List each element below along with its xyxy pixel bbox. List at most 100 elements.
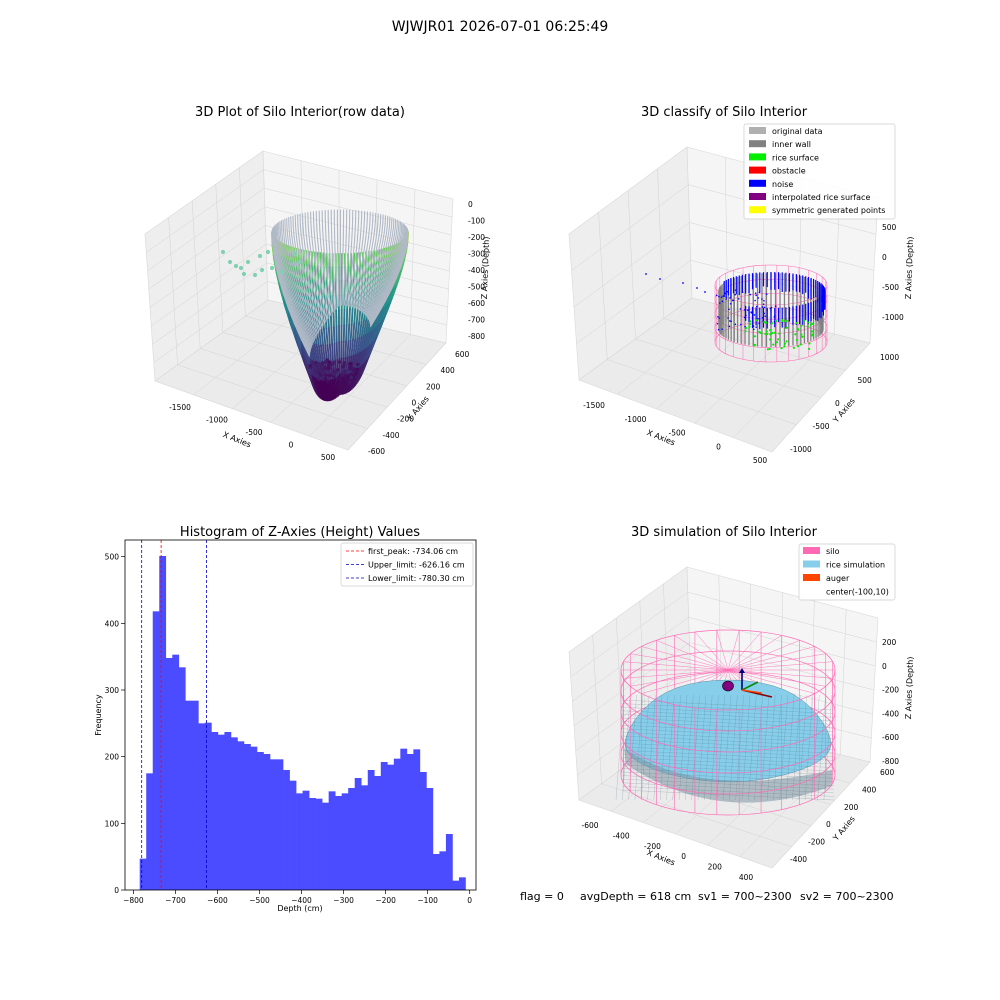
point-stripe [300, 345, 311, 365]
point-stripe [302, 332, 312, 350]
silo-roof-spoke [623, 669, 729, 679]
noise-point [770, 306, 773, 309]
point-stripe [323, 380, 329, 402]
point-stripe [356, 336, 361, 356]
legend-swatch [803, 547, 820, 554]
bottom-point [337, 377, 342, 381]
point-stripe [301, 258, 306, 273]
raw-point-cloud [220, 209, 409, 402]
point-stripe [333, 378, 337, 399]
point-stripe [361, 333, 367, 352]
mesh-line [697, 694, 707, 801]
point-stripe [371, 220, 374, 231]
point-stripe [373, 261, 379, 274]
point-stripe [396, 238, 400, 249]
point-stripe [327, 260, 330, 274]
tick-label: -800 [882, 757, 899, 766]
point-stripe [327, 300, 332, 316]
point-stripe [353, 268, 357, 282]
tick-label: 400 [739, 873, 754, 882]
point-stripe [325, 238, 328, 251]
point-stripe [366, 303, 375, 318]
point-stripe [279, 277, 285, 293]
point-stripe [332, 326, 336, 345]
point-stripe [369, 308, 378, 323]
bottom-point [320, 361, 325, 365]
histogram-bar [289, 780, 297, 890]
point-stripe [304, 244, 308, 258]
point-stripe [319, 291, 324, 307]
point-stripe [368, 328, 375, 346]
point-stripe [376, 221, 379, 232]
point-stripe [372, 274, 379, 288]
point-stripe [372, 229, 376, 240]
tick-label: 200 [708, 863, 723, 872]
outlier-point [233, 263, 239, 269]
noise-point [718, 302, 721, 304]
rice-surface-point [773, 331, 776, 334]
point-stripe [357, 227, 359, 238]
histogram-bar [452, 880, 460, 890]
point-stripe [374, 291, 382, 306]
outlier-point [220, 249, 226, 255]
rice-surface-point [772, 343, 775, 346]
point-stripe [326, 302, 330, 318]
point-stripe [325, 327, 329, 347]
mesh-line [804, 694, 814, 801]
noise-point [704, 291, 706, 293]
mesh-line [785, 694, 795, 801]
auger-and-center [722, 668, 773, 698]
point-stripe [401, 232, 405, 243]
noise-point [715, 294, 718, 297]
point-stripe [367, 304, 376, 319]
point-stripe [350, 292, 355, 308]
histogram-bar [198, 723, 206, 890]
outlier-point [265, 249, 271, 255]
point-stripe [348, 339, 352, 359]
grid-line [193, 308, 304, 395]
rice-surface-point [745, 326, 748, 330]
point-stripe [358, 335, 363, 355]
bottom-point [343, 369, 347, 374]
point-stripe [295, 236, 299, 249]
outlier-point [292, 251, 298, 257]
point-stripe [389, 225, 393, 236]
point-stripe [364, 300, 373, 315]
point-stripe [286, 286, 293, 302]
classify-axis-ticks: -1500 -1000 -500 0 500 -1000 -500 0 500 1000 500 0 -… [583, 223, 904, 465]
point-stripe [371, 249, 375, 261]
point-stripe [356, 295, 363, 310]
point-stripe [308, 301, 314, 318]
point-stripe [385, 223, 388, 234]
point-stripe [405, 239, 409, 249]
point-stripe [298, 274, 304, 290]
point-stripe [301, 245, 305, 259]
rice-surface-point [744, 330, 747, 333]
tick-label: 200 [426, 382, 441, 391]
point-stripe [395, 267, 402, 279]
point-stripe [354, 294, 360, 309]
noise-point [734, 323, 737, 326]
mesh-line [767, 694, 776, 801]
point-stripe [314, 241, 317, 254]
point-stripe [306, 243, 310, 257]
point-stripe [380, 252, 386, 265]
point-stripe [318, 292, 323, 308]
point-stripe [316, 311, 323, 328]
point-stripe [329, 379, 334, 401]
point-stripe [272, 240, 275, 254]
tick-label: -700 [468, 316, 485, 325]
point-stripe [349, 292, 353, 307]
bottom-point [340, 373, 345, 377]
point-stripe [287, 239, 291, 253]
mesh-line [628, 694, 637, 801]
histogram-bar [243, 744, 251, 890]
histogram-bar [230, 737, 238, 890]
noise-point [728, 325, 731, 328]
mesh-line [621, 703, 835, 714]
point-stripe [275, 248, 279, 263]
legend-swatch [749, 153, 766, 161]
point-stripe [399, 230, 402, 241]
point-stripe [304, 271, 309, 286]
tick-label: -600 [368, 447, 385, 456]
